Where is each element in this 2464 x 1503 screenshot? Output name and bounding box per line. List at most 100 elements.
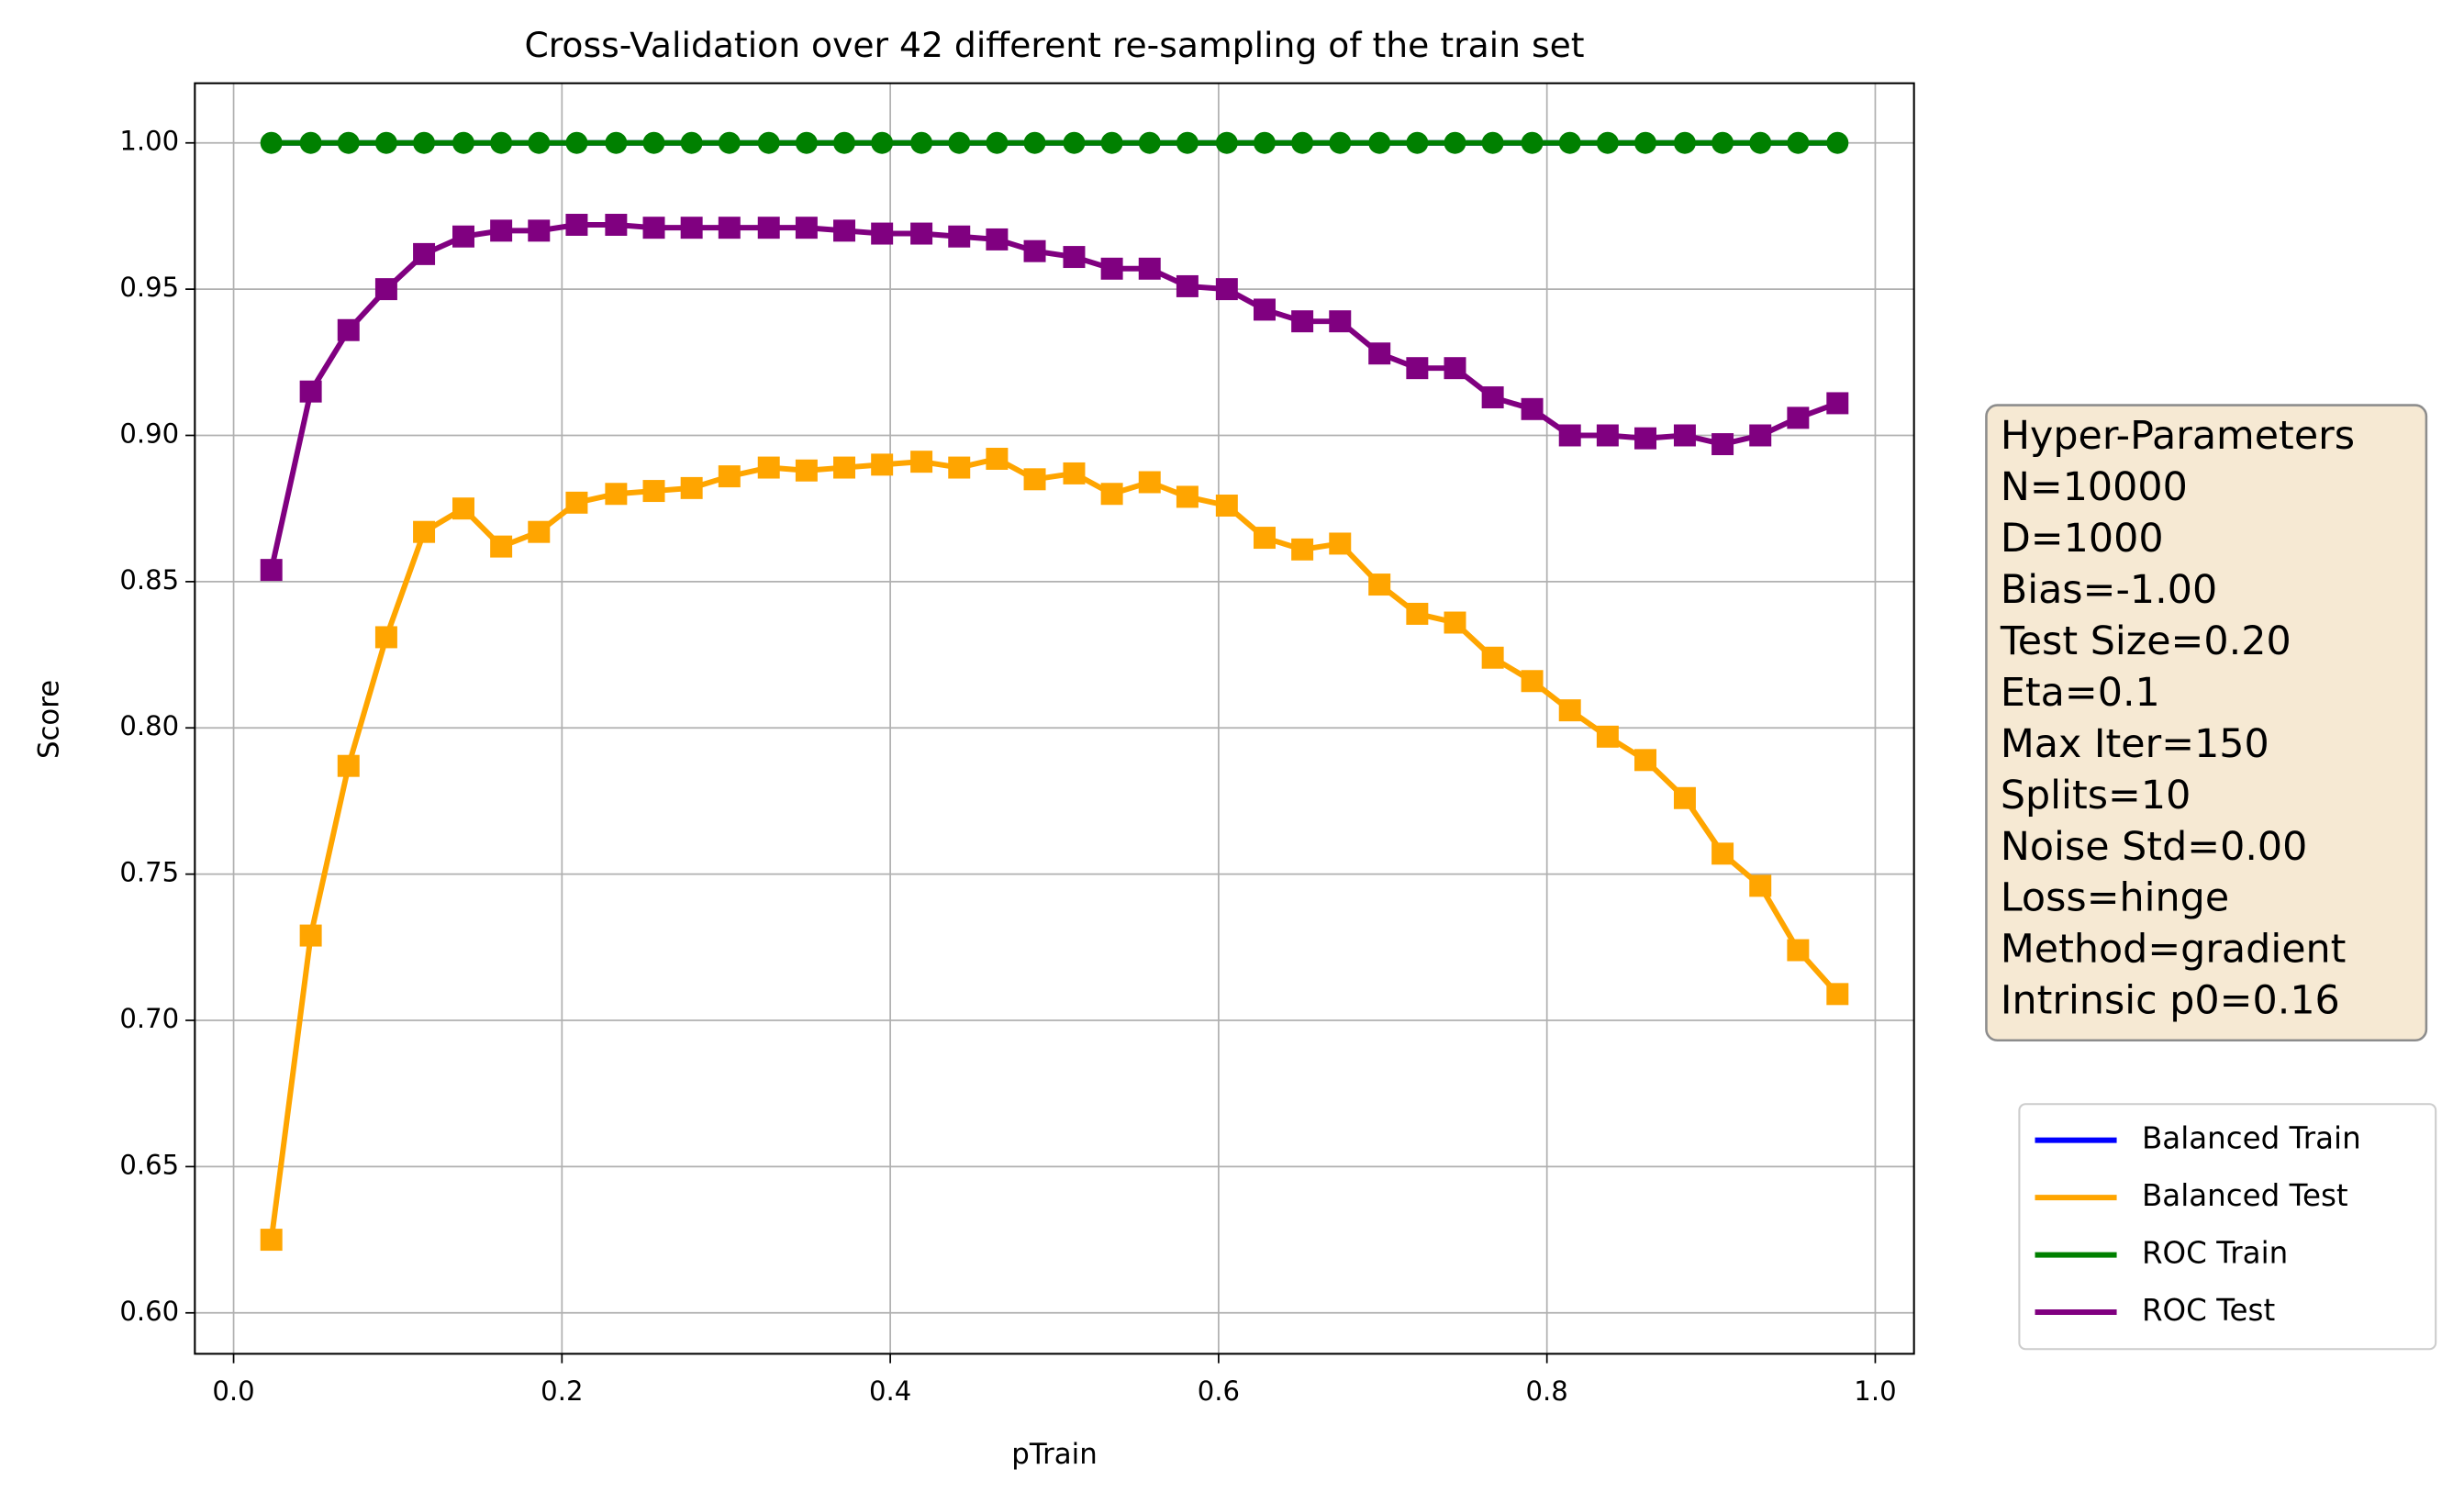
point [1100,483,1123,506]
point [1444,611,1466,634]
point [528,219,551,242]
point [490,131,513,154]
point [337,131,360,154]
point [871,453,894,476]
textbox-line: N=10000 [2001,464,2188,510]
point [1558,699,1581,722]
point [1138,471,1161,494]
y-tick-label: 1.00 [119,126,179,157]
point [833,131,856,154]
point [1673,424,1696,447]
point [718,131,741,154]
point [1406,357,1429,380]
chart-title: Cross-Validation over 42 different re-sa… [524,25,1584,65]
point [565,131,588,154]
point [1253,527,1276,550]
x-tick-label: 0.4 [869,1375,911,1407]
point [452,131,474,154]
point [910,222,933,245]
point [1176,131,1199,154]
point [1215,131,1238,154]
point [910,451,933,473]
legend [2018,1103,2437,1351]
y-tick-label: 0.65 [119,1149,179,1180]
point [374,626,397,649]
textbox-line: Max Iter=150 [2001,721,2269,767]
point [871,222,894,245]
point [337,754,360,777]
point [299,131,322,154]
point [1749,874,1772,897]
point [1521,670,1544,693]
x-tick-label: 0.0 [212,1375,254,1407]
textbox-line: Method=gradient [2001,927,2347,973]
point [1787,131,1810,154]
point [757,456,780,479]
point [1558,131,1581,154]
point [1063,131,1086,154]
point [1368,131,1391,154]
point [1253,298,1276,321]
point [1749,424,1772,447]
point [260,1229,283,1252]
point [260,559,283,582]
y-tick-label: 0.75 [119,857,179,888]
point [1100,257,1123,280]
point [528,131,551,154]
point [1711,131,1734,154]
point [1711,433,1734,456]
point [1444,131,1466,154]
textbox-line: Bias=-1.00 [2001,567,2217,613]
point [605,131,628,154]
point [1596,725,1619,748]
point [1711,842,1734,865]
point [1481,131,1504,154]
point [1521,131,1544,154]
legend-label: ROC Test [2142,1293,2275,1328]
point [299,380,322,403]
point [1176,274,1199,297]
point [605,214,628,236]
y-tick-label: 0.95 [119,272,179,303]
point [948,225,971,248]
point [1826,131,1849,154]
point [1329,532,1352,555]
point [565,214,588,236]
x-axis-label: pTrain [1011,1438,1097,1471]
series-line [268,455,1840,1241]
y-tick-label: 0.90 [119,418,179,450]
textbox-line: Hyper-Parameters [2001,413,2355,459]
point [452,497,474,520]
point [795,217,818,239]
point [1215,278,1238,301]
point [986,448,1009,470]
point [260,131,283,154]
point [1634,131,1656,154]
point [490,219,513,242]
point [910,131,933,154]
y-tick-label: 0.70 [119,1003,179,1034]
point [757,131,780,154]
point [871,131,894,154]
point [1749,131,1772,154]
point [680,131,703,154]
point [337,318,360,341]
point [1673,786,1696,809]
textbox [1985,404,2428,1042]
point [1215,495,1238,517]
y-tick-label: 0.80 [119,710,179,741]
point [1291,538,1314,561]
point [452,225,474,248]
textbox-line: Splits=10 [2001,773,2191,818]
x-tick-label: 0.8 [1526,1375,1568,1407]
point [565,491,588,514]
point [1329,131,1352,154]
point [833,219,856,242]
point [374,131,397,154]
point [833,456,856,479]
x-tick-label: 0.6 [1198,1375,1240,1407]
point [1787,939,1810,962]
point [1100,131,1123,154]
point [1063,462,1086,484]
